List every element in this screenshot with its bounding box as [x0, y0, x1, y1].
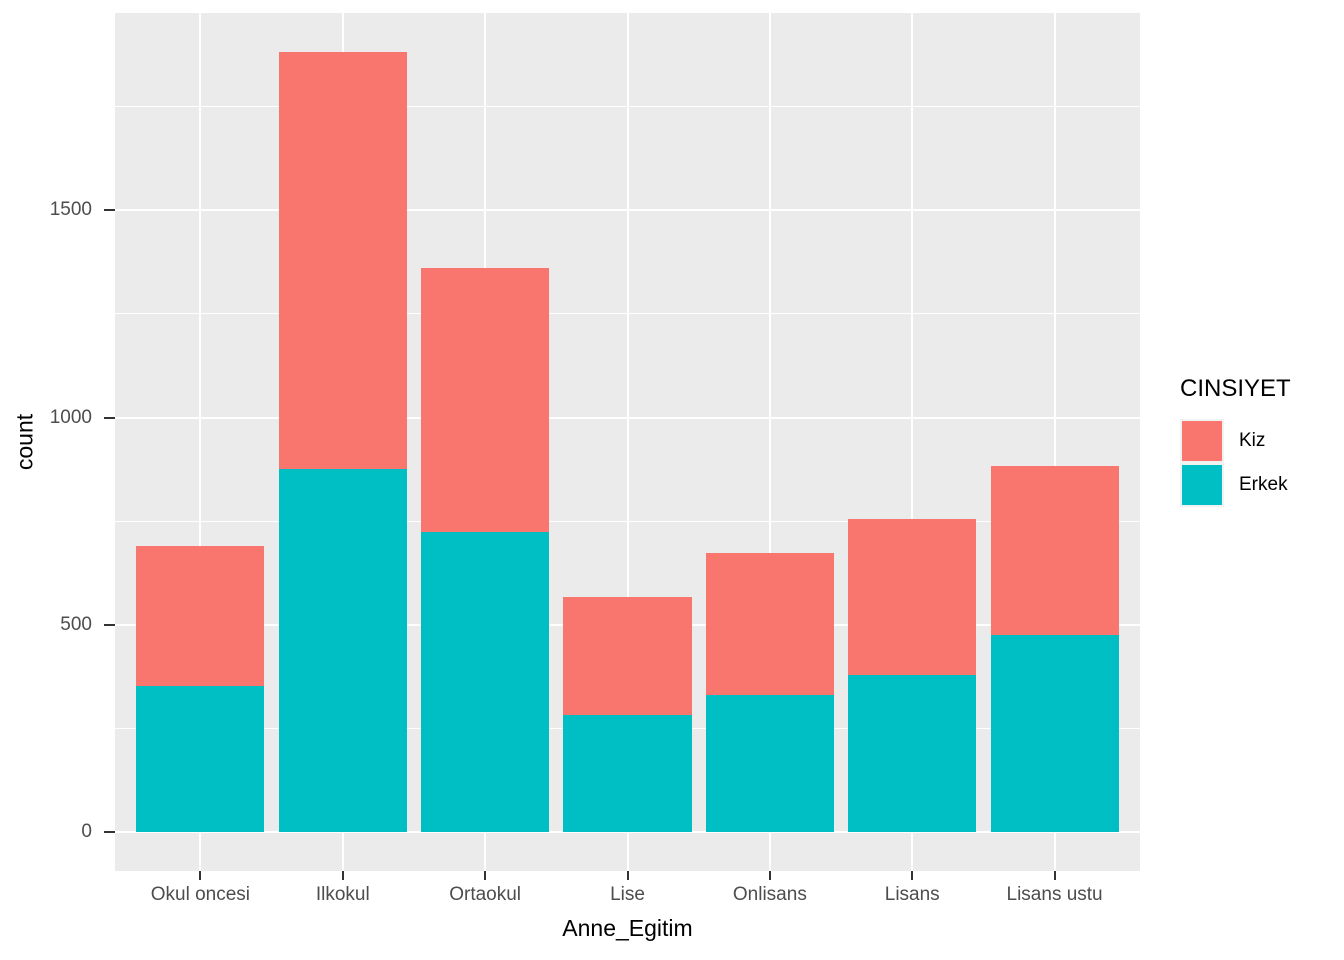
legend-key	[1180, 463, 1224, 507]
bar-segment-kiz-5	[848, 518, 977, 675]
x-tick-label: Onlisans	[732, 884, 807, 905]
x-tick-label: Ilkokul	[315, 884, 370, 905]
x-tick-mark	[484, 871, 487, 880]
legend-item-label: Erkek	[1239, 474, 1288, 495]
x-tick-label: Okul oncesi	[150, 884, 251, 905]
y-tick-label: 500	[60, 613, 92, 635]
bar-segment-kiz-2	[421, 268, 550, 532]
legend-item: Erkek	[1180, 463, 1340, 507]
x-tick-mark	[199, 871, 202, 880]
bar-segment-erkek-6	[990, 634, 1119, 833]
legend-key	[1180, 419, 1224, 463]
y-tick-mark	[104, 209, 115, 212]
legend-swatch	[1182, 421, 1222, 461]
x-tick-mark	[626, 871, 629, 880]
x-tick-label: Ortaokul	[449, 884, 522, 905]
y-tick-mark	[104, 416, 115, 419]
bar-segment-erkek-2	[421, 531, 550, 833]
gridline-major-x	[199, 13, 202, 871]
bar-segment-erkek-4	[705, 694, 834, 833]
y-tick-label: 1000	[49, 406, 92, 428]
bar-segment-erkek-1	[278, 468, 407, 833]
x-axis-title: Anne_Egitim	[562, 915, 693, 941]
x-tick-mark	[911, 871, 914, 880]
x-tick-label: Lisans ustu	[1006, 884, 1103, 905]
gridline-major-x	[911, 13, 914, 871]
gridline-major-x	[626, 13, 629, 871]
bar-segment-kiz-1	[278, 51, 407, 469]
y-tick-mark	[104, 831, 115, 834]
x-tick-mark	[1053, 871, 1056, 880]
legend-item: Kiz	[1180, 419, 1340, 463]
bar-segment-kiz-6	[990, 466, 1119, 635]
bar-segment-erkek-3	[563, 714, 692, 833]
gridline-major-x	[1053, 13, 1056, 871]
y-tick-label: 1500	[49, 199, 92, 221]
plot-panel	[115, 13, 1140, 871]
legend-title: CINSIYET	[1180, 375, 1291, 402]
x-tick-label: Lise	[610, 884, 645, 905]
legend-items: Kiz Erkek	[1180, 419, 1340, 507]
legend-item-label: Kiz	[1239, 430, 1266, 451]
bar-segment-erkek-5	[848, 674, 977, 833]
x-tick-label: Lisans	[884, 884, 940, 905]
bar-segment-kiz-0	[136, 546, 265, 687]
bar-segment-erkek-0	[136, 686, 265, 833]
x-tick-mark	[768, 871, 771, 880]
legend: CINSIYET Kiz Erkek	[1180, 375, 1340, 507]
bar-segment-kiz-3	[563, 596, 692, 715]
legend-swatch	[1182, 465, 1222, 505]
y-tick-mark	[104, 623, 115, 626]
gridline-major-x	[768, 13, 771, 871]
y-tick-label: 0	[81, 821, 92, 843]
x-tick-mark	[341, 871, 344, 880]
y-axis-title: count	[11, 413, 38, 471]
bar-segment-kiz-4	[705, 553, 834, 695]
